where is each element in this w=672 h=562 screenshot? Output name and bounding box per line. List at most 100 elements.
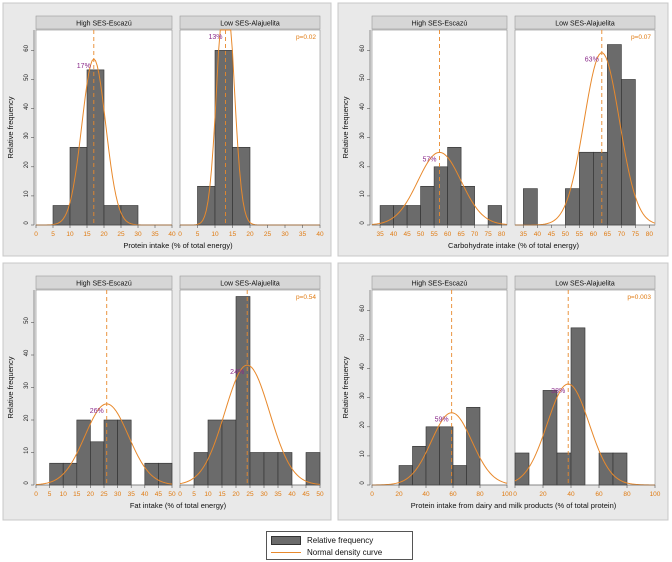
x-tick-label: 10 [66, 231, 74, 238]
x-tick-label: 0 [513, 491, 517, 498]
x-tick-label: 20 [395, 491, 403, 498]
legend-label-bars: Relative frequency [307, 535, 374, 545]
histogram-bar [466, 406, 481, 486]
histogram-bar [120, 205, 139, 226]
panel-title: Low SES-Alajuelita [220, 281, 280, 288]
x-tick-label: 40 [422, 491, 430, 498]
x-tick-label: 25 [246, 491, 254, 498]
y-tick-label: 50 [24, 317, 30, 324]
x-tick-label: 55 [576, 231, 584, 238]
x-tick-label: 5 [192, 491, 196, 498]
histogram-bar [221, 419, 237, 486]
x-tick-label: 100 [650, 491, 661, 498]
y-tick-label: 40 [360, 103, 366, 110]
x-tick-label: 45 [403, 231, 411, 238]
x-tick-label: 100 [502, 491, 513, 498]
histogram-bar [420, 185, 435, 226]
x-tick-label: 0 [370, 491, 374, 498]
y-tick-label: 10 [24, 190, 30, 197]
x-axis-title: Carbohydrate intake (% of total energy) [448, 241, 579, 250]
histogram-bar [598, 452, 614, 486]
histogram-bar [607, 44, 622, 226]
x-tick-label: 75 [484, 231, 492, 238]
panel-title: Low SES-Alajuelita [555, 281, 615, 288]
panel-title: High SES-Escazú [412, 281, 468, 288]
y-tick-label: 10 [360, 190, 366, 197]
x-tick-label: 40 [141, 491, 149, 498]
x-tick-label: 50 [562, 231, 570, 238]
legend-curve-swatch [271, 551, 301, 553]
y-tick-label: 60 [360, 304, 366, 311]
mean-label: 59% [435, 417, 449, 424]
y-axis-title: Relative frequency [6, 356, 15, 418]
histogram-bar [277, 452, 293, 486]
x-tick-label: 0 [34, 491, 38, 498]
x-tick-label: 40 [534, 231, 542, 238]
y-tick-label: 60 [24, 44, 30, 51]
y-tick-label: 40 [24, 103, 30, 110]
panel-header [371, 275, 508, 290]
x-tick-label: 35 [274, 491, 282, 498]
x-tick-label: 10 [60, 491, 68, 498]
x-tick-label: 0 [178, 231, 182, 238]
mean-label: 63% [585, 57, 599, 64]
y-tick-label: 10 [360, 450, 366, 457]
histogram-bar [542, 390, 558, 486]
x-tick-label: 0 [178, 491, 182, 498]
x-tick-label: 5 [51, 231, 55, 238]
y-tick-label: 0 [360, 221, 366, 225]
histogram-bar [305, 452, 321, 486]
y-tick-label: 50 [360, 333, 366, 340]
y-tick-label: 0 [24, 481, 30, 485]
y-tick-label: 20 [360, 161, 366, 168]
panel-title: Low SES-Alajuelita [555, 21, 615, 28]
legend-item-curve: Normal density curve [271, 546, 382, 558]
histogram-bar [460, 185, 475, 226]
y-tick-label: 20 [24, 161, 30, 168]
x-tick-label: 75 [632, 231, 640, 238]
histogram-bar [433, 166, 448, 226]
legend-bar-swatch [271, 535, 301, 545]
histogram-bar [197, 185, 216, 226]
x-tick-label: 15 [218, 491, 226, 498]
x-axis-title: Protein intake (% of total energy) [123, 241, 233, 250]
mean-label: 24% [230, 369, 244, 376]
x-tick-label: 45 [302, 491, 310, 498]
histogram-bar [207, 419, 223, 486]
x-tick-label: 20 [539, 491, 547, 498]
p-value: p=0.54 [296, 294, 316, 301]
histogram-bar [62, 462, 78, 486]
histogram-bar [235, 296, 251, 486]
histogram-bar [52, 205, 71, 226]
x-tick-label: 40 [316, 231, 324, 238]
legend: Relative frequency Normal density curve [266, 531, 413, 560]
x-tick-label: 30 [281, 231, 289, 238]
x-tick-label: 30 [260, 491, 268, 498]
panel-header [371, 15, 508, 30]
mean-label: 38% [551, 388, 565, 395]
x-tick-label: 20 [100, 231, 108, 238]
x-tick-label: 30 [134, 231, 142, 238]
panel-header [179, 275, 321, 290]
histogram-bar [621, 79, 636, 226]
x-tick-label: 25 [100, 491, 108, 498]
x-tick-label: 35 [376, 231, 384, 238]
histogram-bar [439, 426, 454, 486]
x-tick-label: 80 [476, 491, 484, 498]
y-tick-label: 50 [24, 73, 30, 80]
histogram-bar [144, 462, 159, 486]
x-tick-label: 20 [246, 231, 254, 238]
x-tick-label: 70 [471, 231, 479, 238]
histogram-bar [579, 151, 594, 226]
x-tick-label: 15 [229, 231, 237, 238]
histogram-bar [425, 426, 440, 486]
x-tick-label: 20 [232, 491, 240, 498]
x-tick-label: 55 [430, 231, 438, 238]
x-tick-label: 40 [390, 231, 398, 238]
histogram-bar [193, 452, 209, 486]
histogram-bar [406, 205, 421, 226]
chart-3: 0 10 20 30 40 50 60 Relative frequency High SES-… [337, 262, 669, 521]
x-tick-label: 20 [87, 491, 95, 498]
histogram-bar [117, 419, 132, 486]
